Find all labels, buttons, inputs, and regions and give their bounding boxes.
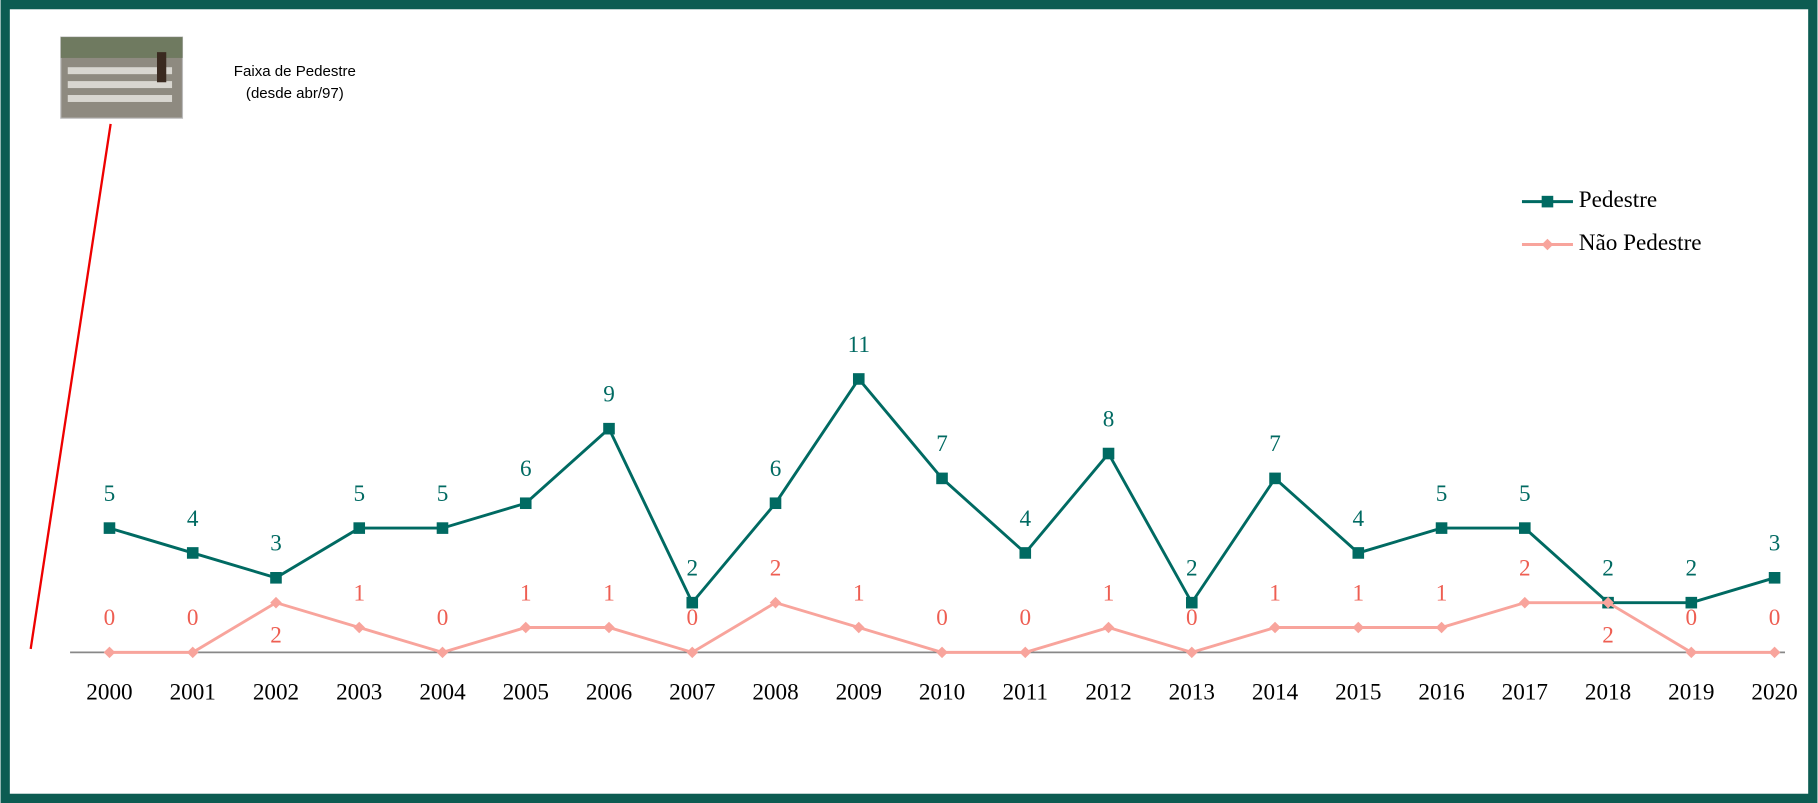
- x-tick-label: 2013: [1169, 679, 1215, 705]
- x-tick-label: 2009: [836, 679, 882, 705]
- marker: [770, 497, 782, 509]
- x-tick-label: 2005: [503, 679, 549, 705]
- x-tick-label: 2004: [419, 679, 466, 705]
- data-label: 0: [1769, 605, 1781, 631]
- data-label: 2: [270, 623, 282, 649]
- marker: [353, 522, 365, 534]
- x-tick-label: 2000: [86, 679, 132, 705]
- data-label: 2: [770, 556, 782, 582]
- data-label: 1: [853, 580, 865, 606]
- marker: [187, 547, 199, 559]
- data-label: 3: [1769, 531, 1781, 557]
- marker: [1103, 448, 1115, 460]
- data-label: 6: [520, 456, 532, 482]
- data-label: 0: [1686, 605, 1698, 631]
- x-tick-label: 2002: [253, 679, 299, 705]
- data-label: 0: [104, 605, 116, 631]
- data-label: 2: [1602, 556, 1614, 582]
- data-label: 4: [187, 506, 199, 532]
- x-tick-label: 2014: [1252, 679, 1299, 705]
- data-label: 7: [936, 431, 948, 457]
- annotation: Faixa de Pedestre: [234, 63, 356, 80]
- marker: [1542, 196, 1554, 208]
- data-label: 1: [1103, 580, 1115, 606]
- marker: [936, 473, 948, 485]
- data-label: 1: [1436, 580, 1448, 606]
- x-tick-label: 2018: [1585, 679, 1631, 705]
- marker: [104, 522, 116, 534]
- data-label: 2: [1686, 556, 1698, 582]
- data-label: 9: [603, 382, 615, 408]
- marker: [520, 497, 532, 509]
- data-label: 0: [686, 605, 698, 631]
- data-label: 2: [1602, 623, 1614, 649]
- data-label: 0: [1186, 605, 1198, 631]
- x-tick-label: 2003: [336, 679, 382, 705]
- data-label: 5: [437, 481, 449, 507]
- data-label: 7: [1269, 431, 1281, 457]
- marker: [1519, 522, 1531, 534]
- x-tick-label: 2012: [1085, 679, 1131, 705]
- marker: [853, 373, 865, 385]
- x-tick-label: 2011: [1003, 679, 1048, 705]
- chart: Faixa de Pedestre (desde abr/97) 2000200…: [0, 0, 1818, 803]
- marker: [603, 423, 615, 435]
- data-label: 0: [437, 605, 449, 631]
- x-tick-label: 2019: [1668, 679, 1714, 705]
- marker: [1019, 547, 1031, 559]
- thumbnail: [61, 37, 183, 118]
- data-label: 0: [1019, 605, 1031, 631]
- x-tick-label: 2015: [1335, 679, 1381, 705]
- annotation: (desde abr/97): [246, 85, 344, 102]
- marker: [1353, 547, 1365, 559]
- data-label: 1: [520, 580, 532, 606]
- x-tick-label: 2006: [586, 679, 632, 705]
- marker: [1436, 522, 1448, 534]
- x-tick-label: 2020: [1751, 679, 1797, 705]
- data-label: 2: [1519, 556, 1531, 582]
- data-label: 8: [1103, 406, 1115, 432]
- data-label: 1: [353, 580, 365, 606]
- data-label: 11: [848, 332, 870, 358]
- marker: [1769, 572, 1781, 584]
- data-label: 2: [686, 556, 698, 582]
- marker: [1269, 473, 1281, 485]
- data-label: 1: [1353, 580, 1365, 606]
- marker: [437, 522, 449, 534]
- x-tick-label: 2016: [1418, 679, 1464, 705]
- data-label: 0: [936, 605, 948, 631]
- x-tick-label: 2017: [1502, 679, 1548, 705]
- x-tick-label: 2007: [669, 679, 715, 705]
- marker: [270, 572, 282, 584]
- data-label: 1: [603, 580, 615, 606]
- data-label: 3: [270, 531, 282, 557]
- data-label: 5: [353, 481, 365, 507]
- legend-label: Não Pedestre: [1579, 230, 1702, 256]
- data-label: 4: [1353, 506, 1365, 532]
- data-label: 4: [1019, 506, 1031, 532]
- data-label: 5: [104, 481, 116, 507]
- data-label: 0: [187, 605, 199, 631]
- data-label: 5: [1519, 481, 1531, 507]
- legend-label: Pedestre: [1579, 187, 1657, 213]
- x-tick-label: 2008: [752, 679, 798, 705]
- x-tick-label: 2010: [919, 679, 965, 705]
- x-tick-label: 2001: [170, 679, 216, 705]
- data-label: 6: [770, 456, 782, 482]
- data-label: 2: [1186, 556, 1198, 582]
- data-label: 5: [1436, 481, 1448, 507]
- data-label: 1: [1269, 580, 1281, 606]
